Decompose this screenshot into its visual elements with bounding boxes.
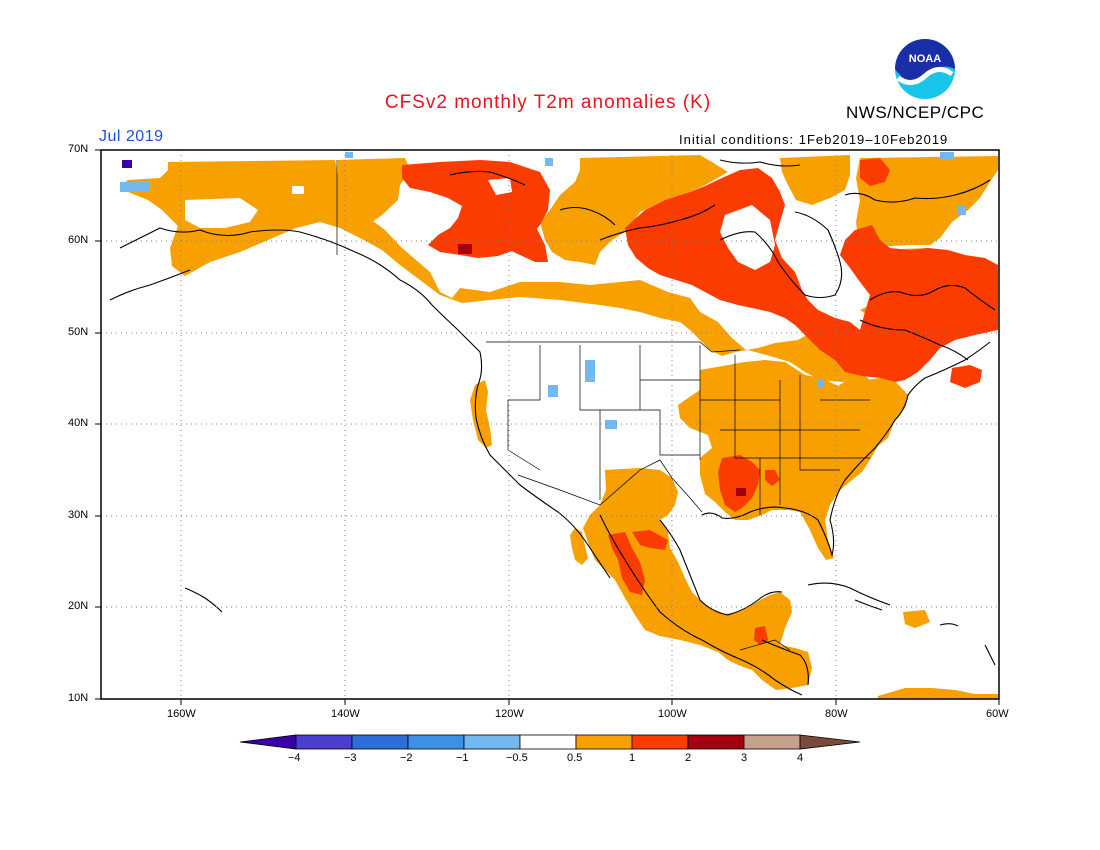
svg-text:NOAA: NOAA: [909, 53, 941, 65]
colorbar-segment-above-4: [799, 734, 861, 750]
colorbar-segment-5: [519, 734, 577, 750]
axis-ticks: [95, 149, 1000, 705]
lat-label-40n: 40N: [68, 417, 89, 429]
chart-title: CFSv2 monthly T2m anomalies (K): [384, 92, 712, 113]
valid-month-label: Jul 2019: [99, 128, 164, 145]
lat-label-50n: 50N: [68, 326, 89, 338]
coastlines: [109, 159, 996, 696]
colorbar-label-0.5: 0.5: [567, 752, 583, 764]
colorbar-label-3: 3: [741, 752, 748, 764]
lon-label-140w: 140W: [331, 708, 360, 720]
anomaly-shading-2-3: [458, 244, 746, 496]
neutral-patches: [185, 178, 775, 270]
lon-label-120w: 120W: [495, 708, 524, 720]
colorbar-segment-6: [575, 734, 633, 750]
colorbar-segment-9: [743, 734, 801, 750]
agency-label: NWS/NCEP/CPC: [846, 103, 985, 122]
colorbar: [239, 734, 861, 750]
anomaly-shading-1-2: [402, 158, 998, 645]
lat-label-10n: 10N: [68, 692, 89, 704]
lon-label-80w: 80W: [825, 708, 848, 720]
political-boundaries: [336, 160, 870, 651]
lat-label-70n: 70N: [68, 143, 89, 155]
colorbar-segment-7: [631, 734, 689, 750]
colorbar-segment-below-4: [239, 734, 297, 750]
lon-label-100w: 100W: [658, 708, 687, 720]
colorbar-label-neg0.5: −0.5: [506, 752, 528, 764]
colorbar-label-neg2: −2: [400, 752, 413, 764]
anomaly-shading-strong-negative: [122, 160, 132, 168]
colorbar-segment-3: [407, 734, 465, 750]
colorbar-label-4: 4: [797, 752, 804, 764]
lat-label-30n: 30N: [68, 509, 89, 521]
colorbar-segment-8: [687, 734, 745, 750]
colorbar-label-2: 2: [685, 752, 692, 764]
map-plot-area: [101, 150, 999, 699]
colorbar-label-1: 1: [629, 752, 636, 764]
colorbar-segment-4: [463, 734, 521, 750]
lon-label-160w: 160W: [167, 708, 196, 720]
colorbar-segment-1: [295, 734, 353, 750]
colorbar-segment-2: [351, 734, 409, 750]
lat-label-60n: 60N: [68, 234, 89, 246]
noaa-logo: NOAA: [895, 39, 955, 99]
colorbar-label-neg1: −1: [456, 752, 469, 764]
lat-label-20n: 20N: [68, 600, 89, 612]
colorbar-label-neg3: −3: [344, 752, 357, 764]
initial-conditions-label: Initial conditions: 1Feb2019–10Feb2019: [679, 132, 949, 147]
lon-label-60w: 60W: [986, 708, 1009, 720]
colorbar-label-neg4: −4: [288, 752, 301, 764]
